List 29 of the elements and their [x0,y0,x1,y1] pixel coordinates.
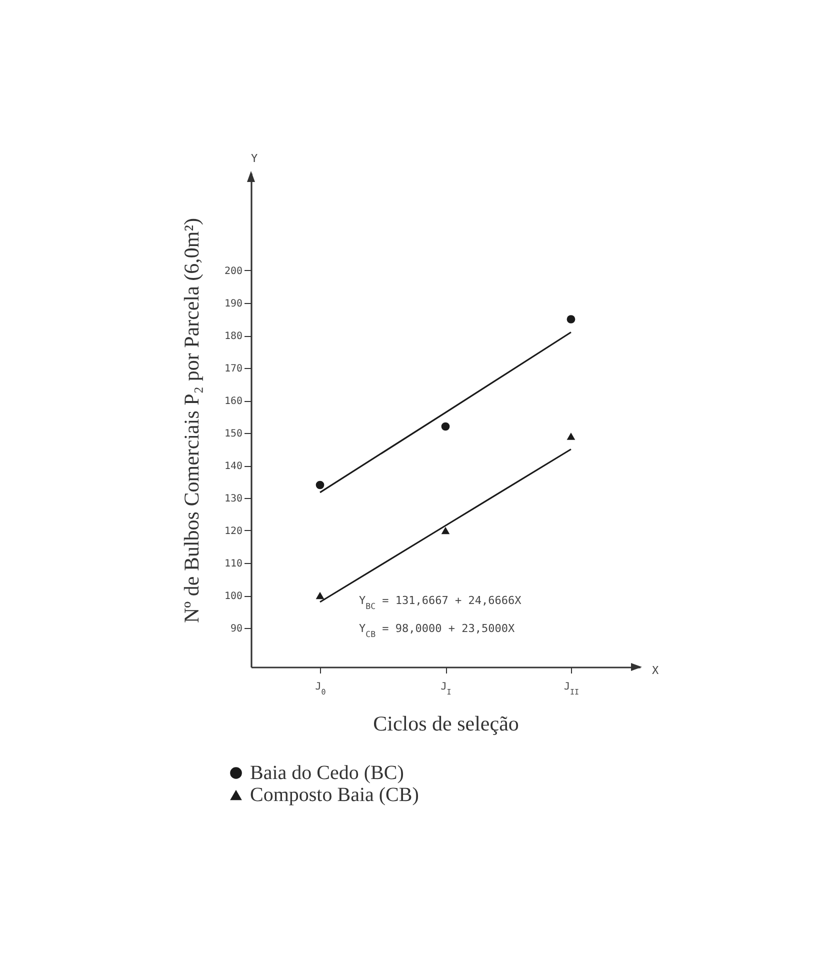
x-tick-label: J$_{II}$ [564,682,580,696]
text: Y [251,152,258,165]
y-tick-label: 200 [224,266,242,277]
y-tick-label: 120 [224,526,242,537]
y-axis-title: Nº de Bulbos Comerciais P₂ por Parcela (6,0m²) [179,218,204,624]
y-tick-label: 110 [224,558,242,570]
y-tick-label: 130 [224,494,242,504]
y-tick-label: 150 [224,428,242,440]
point [441,526,450,534]
point [316,480,324,490]
y-tick-label: 90 [230,624,242,634]
y-tick-label: 170 [224,364,242,374]
annotation: Y$_{CB}$ = 98,0000 + 23,5000X [359,622,516,639]
y-tick-label: 140 [224,461,242,472]
y-tick-label: 160 [224,396,242,407]
annotation: Y$_{BC}$ = 131,6667 + 24,6666X [359,594,522,611]
legend-label: Composto Baia (CB) [250,784,419,806]
legend-label: Baia do Cedo (BC) [250,762,404,784]
x-tick-label: J$_{0}$ [315,682,326,696]
x-axis-title: Ciclos de seleção [373,712,519,736]
point [566,315,576,324]
y-tick-label: 190 [224,298,242,310]
y-tick-label: 100 [224,591,242,602]
point [566,432,576,440]
text: X [652,664,659,677]
x-tick-label: J$_{I}$ [440,682,452,696]
point [441,422,450,431]
point [316,592,324,600]
y-tick-label: 180 [224,331,242,342]
